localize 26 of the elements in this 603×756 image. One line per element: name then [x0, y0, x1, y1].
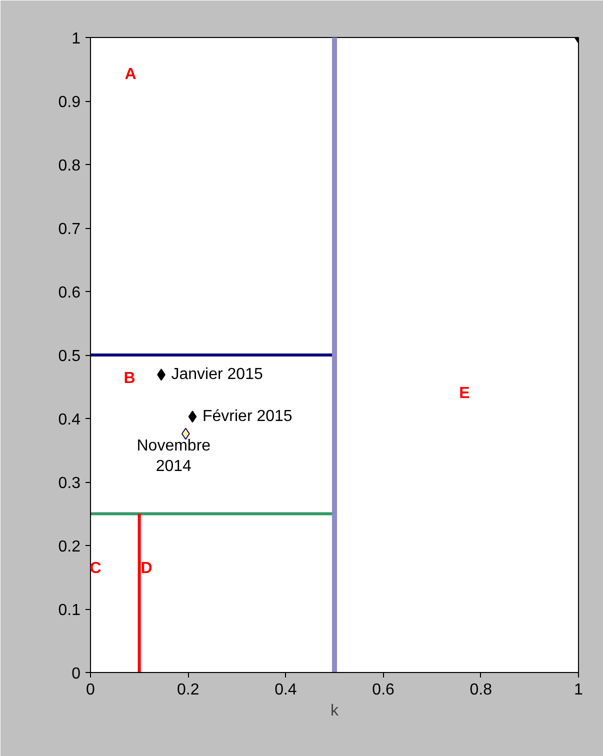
x-tick-label: 0 [86, 682, 96, 698]
x-tick-label: 0.8 [470, 682, 492, 698]
y-tick-label: 0 [72, 666, 81, 682]
annotation: Novembre 2014 [136, 438, 211, 476]
annotation: B [124, 370, 136, 387]
annotation: A [124, 66, 137, 83]
y-tick-label: 0.9 [58, 94, 81, 111]
x-tick-label: 0.6 [372, 682, 395, 698]
y-tick-label: 0.4 [58, 412, 81, 428]
y-tick-label: 0.6 [58, 284, 81, 302]
x-tick-label: 1 [574, 682, 584, 698]
y-tick-label: 0.2 [58, 538, 81, 556]
annotation: Janvier 2015 [171, 366, 263, 384]
y-tick-label: 0.5 [58, 348, 81, 365]
x-tick-label: 0.4 [274, 682, 297, 698]
x-tick-label: 0.2 [176, 682, 200, 698]
y-tick-label: 1 [72, 30, 81, 48]
y-tick-label: 0.1 [58, 602, 81, 619]
x-axis-title: k [330, 702, 340, 720]
annotation: Février 2015 [202, 408, 292, 426]
y-tick-label: 0.3 [58, 475, 81, 492]
y-tick-label: 0.8 [58, 158, 81, 174]
y-tick-label: 0.7 [58, 221, 81, 238]
point [188, 410, 197, 423]
annotation: E [459, 385, 470, 402]
annotation: D [140, 560, 152, 577]
